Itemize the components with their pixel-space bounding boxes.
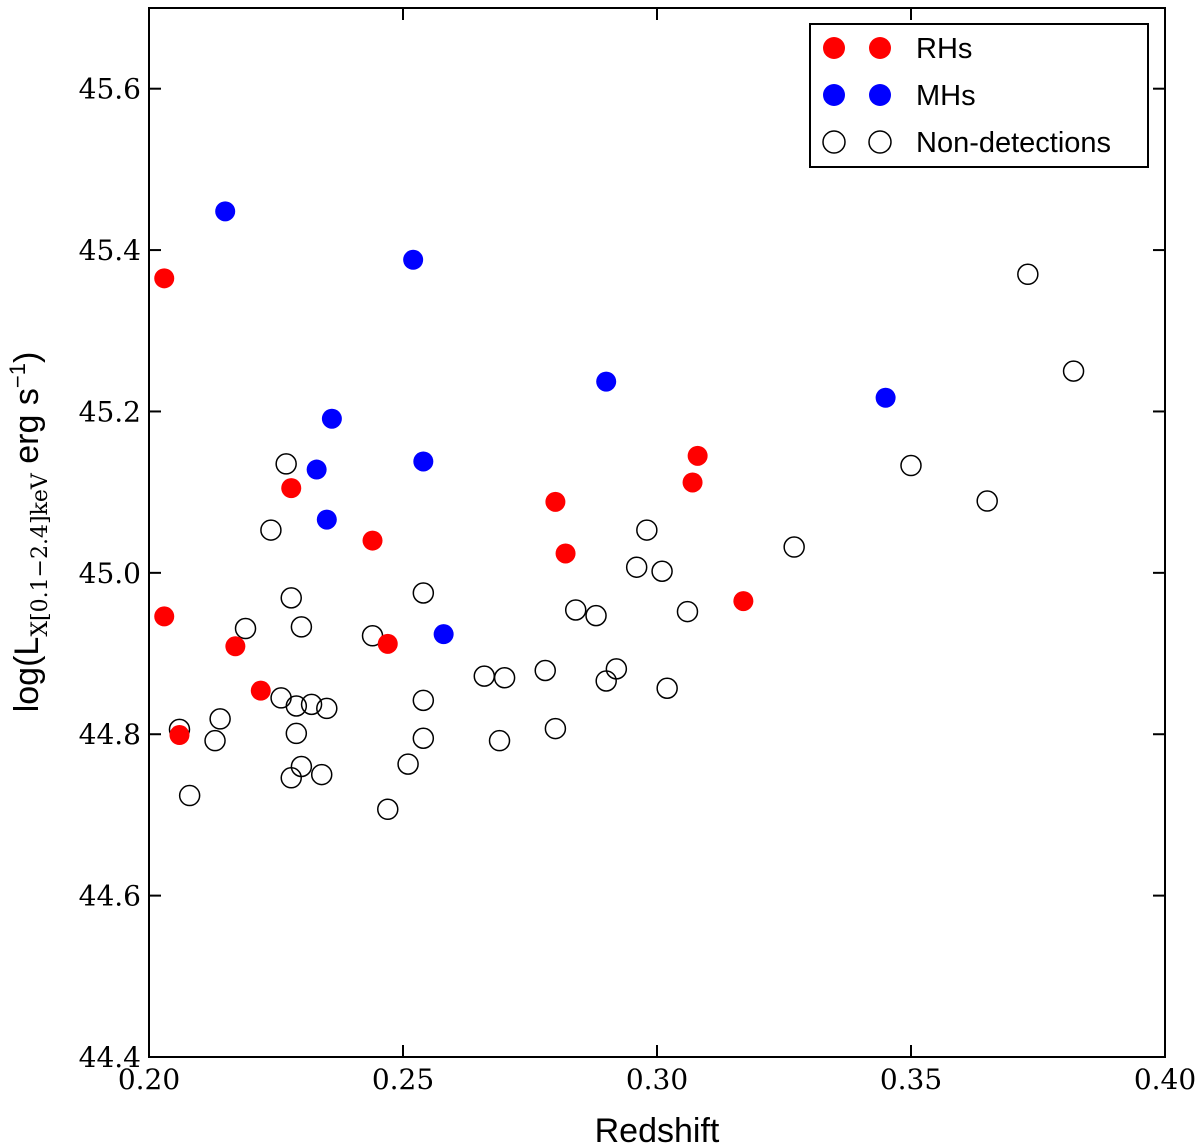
point-mhs [321,408,342,429]
point-non-detections [412,689,435,712]
point-non-detections [280,587,302,609]
point-non-detections [585,604,607,627]
point-rhs [169,725,190,746]
y-tick-labels: 44.4 44.6 44.8 45.0 45.2 45.4 45.6 [79,73,141,1074]
point-non-detections [473,665,496,687]
point-non-detections [605,658,628,680]
point-non-detections [534,659,556,682]
y-tick-label: 44.4 [79,1041,141,1074]
point-non-detections [316,697,338,720]
point-non-detections [976,490,998,512]
point-rhs [545,491,566,512]
x-tick-label: 0.20 [118,1063,180,1096]
point-rhs [154,606,175,627]
y-tick-label: 45.0 [79,557,141,590]
legend-label-rhs: RHs [916,33,972,65]
legend-markers [822,37,892,154]
point-non-detections [204,729,226,752]
legend-marker-non-detections [822,130,846,154]
legend-label-non-detections: Non-detections [916,127,1111,159]
point-mhs [596,371,617,392]
point-non-detections [595,670,617,692]
point-non-detections [300,693,323,716]
point-rhs [250,680,271,701]
point-non-detections [783,536,805,558]
point-non-detections [493,666,516,689]
point-mhs [316,509,337,530]
point-non-detections [260,519,282,541]
y-axis-title: log(LX[0.1−2.4]keV erg s−1) [5,352,53,713]
point-non-detections [280,767,302,789]
axis-ticks [148,8,1166,1058]
point-rhs [687,445,708,466]
point-non-detections [290,616,313,638]
point-non-detections [564,599,587,621]
point-non-detections [636,519,658,541]
point-non-detections [234,617,257,640]
y-axis-title-close: ) [8,352,46,363]
point-non-detections [488,729,511,752]
point-rhs [733,591,754,612]
point-non-detections [1062,360,1085,382]
y-axis-title-superscript: −1 [5,363,30,388]
y-axis-title-main: log(L [8,637,46,713]
point-non-detections [377,798,399,821]
x-tick-label: 0.35 [880,1063,942,1096]
y-tick-label: 44.8 [79,718,141,751]
x-tick-label: 0.30 [626,1063,688,1096]
x-tick-label: 0.40 [1134,1063,1196,1096]
point-rhs [281,478,302,499]
point-non-detections [412,582,435,604]
point-mhs [306,459,327,480]
legend: RHs MHs Non-detections [809,23,1149,168]
point-mhs [875,387,896,408]
x-tick-label: 0.25 [372,1063,434,1096]
point-non-detections [310,763,333,786]
point-non-detections [178,784,201,807]
y-tick-label: 45.6 [79,73,141,106]
point-non-detections [900,454,922,477]
point-rhs [555,543,576,564]
x-tick-labels: 0.20 0.25 0.30 0.35 0.40 [118,1063,1196,1096]
point-non-detections [209,708,231,730]
point-non-detections [285,695,308,717]
legend-marker-rhs [823,37,845,59]
point-mhs [413,451,434,472]
point-rhs [377,633,398,654]
y-tick-label: 44.6 [79,880,141,913]
data-points [154,201,1085,821]
legend-box [809,23,1149,168]
point-non-detections [397,753,419,775]
legend-marker-mhs [869,84,891,106]
legend-marker-non-detections [868,130,892,154]
point-mhs [215,201,236,222]
y-tick-label: 45.2 [79,395,141,428]
y-tick-label: 45.4 [79,234,141,267]
point-non-detections [625,556,648,578]
legend-label-mhs: MHs [916,80,976,112]
legend-marker-rhs [869,37,891,59]
point-mhs [403,249,424,270]
point-rhs [362,530,383,551]
y-axis-title-unit: erg s [8,388,46,473]
point-non-detections [270,687,292,709]
point-non-detections [290,755,313,778]
point-non-detections [1017,263,1039,286]
legend-marker-mhs [823,84,845,106]
point-non-detections [275,453,297,475]
point-rhs [154,268,175,289]
point-rhs [225,636,246,657]
point-non-detections [412,727,435,750]
point-non-detections [544,717,567,740]
point-non-detections [656,677,678,699]
point-non-detections [651,560,673,582]
point-mhs [433,624,454,645]
point-non-detections [676,600,699,623]
y-axis-title-subscript: X[0.1−2.4]keV [28,472,53,637]
point-non-detections [285,722,308,745]
x-axis-title: Redshift [595,1112,720,1147]
point-rhs [682,472,703,493]
